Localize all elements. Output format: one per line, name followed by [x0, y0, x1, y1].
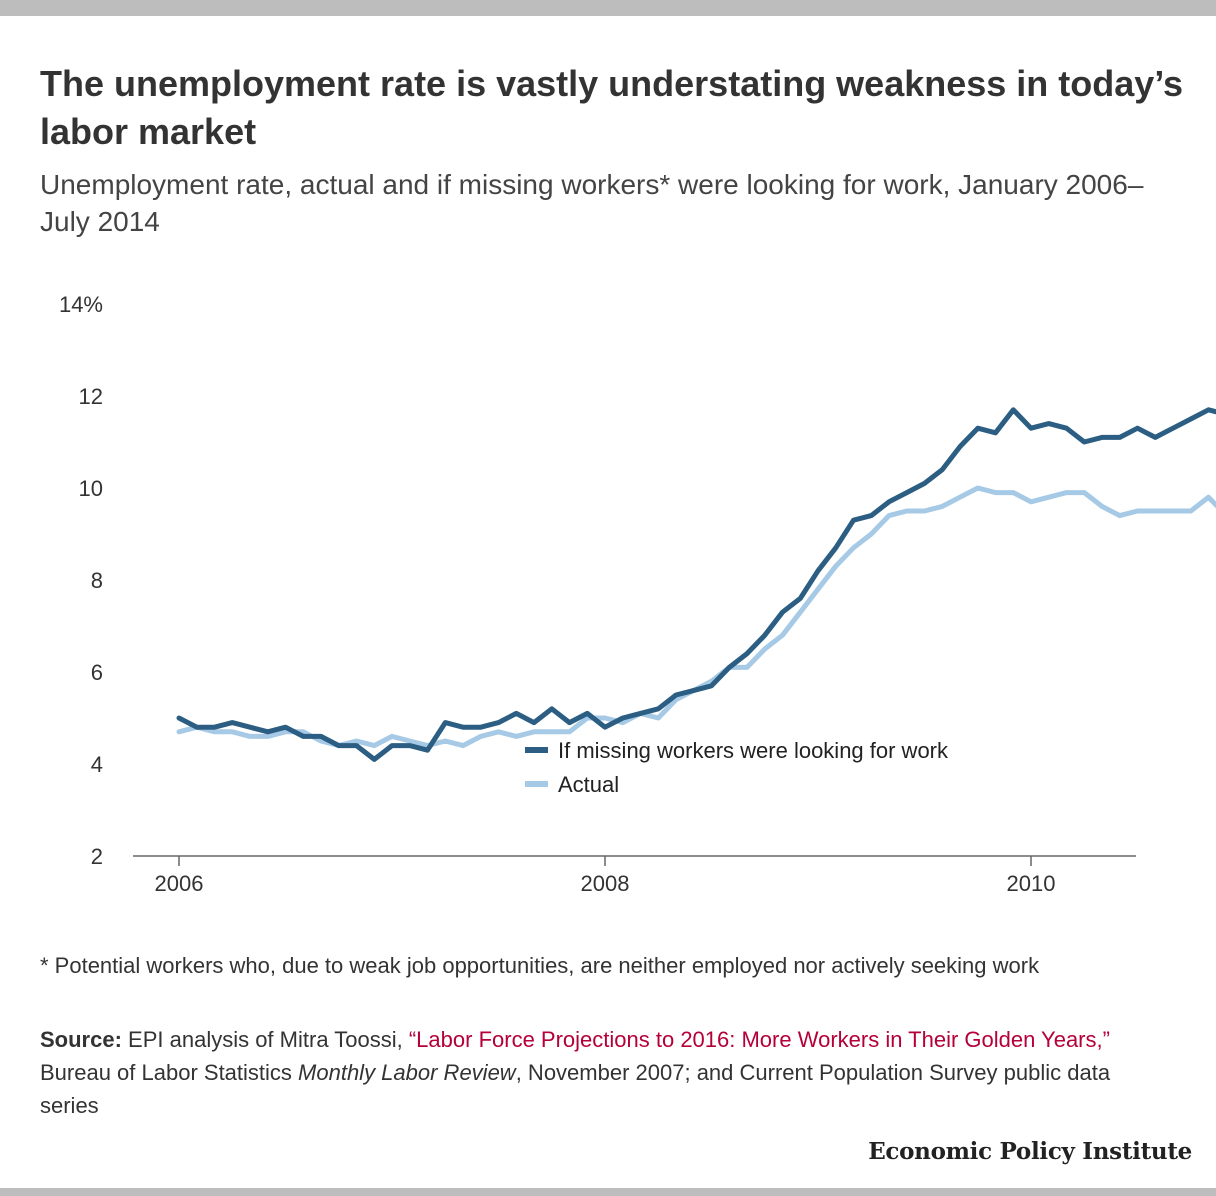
y-tick-label: 12: [79, 384, 103, 409]
source-text-post: , November 2007; and Current Population …: [40, 1060, 1111, 1118]
y-tick-label: 14%: [59, 292, 103, 317]
series-lines: [176, 407, 1216, 762]
source-citation-link[interactable]: “Labor Force Projections to 2016: More W…: [408, 1027, 1110, 1052]
y-tick-label: 8: [91, 568, 103, 593]
x-tick-label: 2006: [155, 871, 204, 896]
series-line-actual: [176, 485, 1216, 749]
x-tick-label: 2010: [1007, 871, 1056, 896]
source-label: Source:: [40, 1027, 122, 1052]
source-note: Source: EPI analysis of Mitra Toossi, “L…: [40, 1023, 1160, 1122]
x-tick-label: 2008: [581, 871, 630, 896]
chart-title: The unemployment rate is vastly understa…: [40, 63, 1183, 152]
source-text-mid: Bureau of Labor Statistics: [40, 1060, 299, 1085]
y-tick-label: 2: [91, 844, 103, 869]
x-axis: 20062008201020122014: [133, 855, 1136, 896]
y-tick-label: 10: [79, 476, 103, 501]
legend-label-missing-workers: If missing workers were looking for work: [558, 738, 949, 763]
y-tick-label: 6: [91, 660, 103, 685]
y-tick-label: 4: [91, 752, 103, 777]
top-band: [0, 0, 1216, 16]
footnote: * Potential workers who, due to weak job…: [40, 953, 1040, 978]
y-axis-tick-labels: 2 4 6 8 10 12 14%: [59, 292, 103, 869]
chart-subtitle: Unemployment rate, actual and if missing…: [40, 169, 1144, 237]
bottom-band: [0, 1188, 1216, 1196]
series-line-missing-workers: [176, 407, 1216, 762]
source-text-pre: EPI analysis of Mitra Toossi,: [121, 1027, 409, 1052]
epi-logo: Economic Policy Institute: [868, 1138, 1192, 1165]
source-journal: Monthly Labor Review: [298, 1060, 516, 1085]
legend: If missing workers were looking for work…: [525, 738, 949, 797]
legend-label-actual: Actual: [558, 772, 619, 797]
